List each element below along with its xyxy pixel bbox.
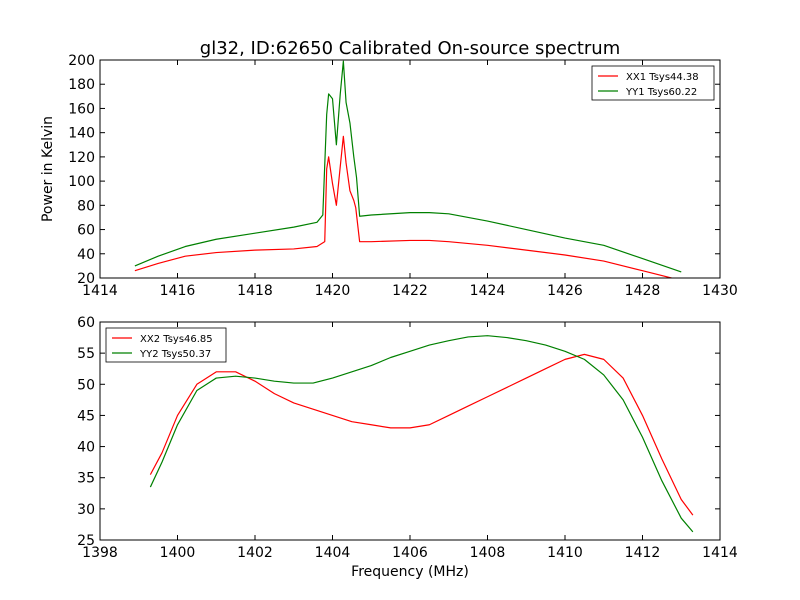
y-tick-label: 40 (77, 440, 95, 456)
x-tick-label: 1430 (702, 283, 738, 299)
y-tick-label: 20 (77, 271, 95, 287)
legend-label: XX2 Tsys46.85 (140, 334, 213, 345)
x-tick-label: 1412 (625, 545, 661, 561)
x-tick-label: 1426 (547, 283, 583, 299)
y-tick-label: 60 (77, 315, 95, 331)
legend-label: YY2 Tsys50.37 (139, 349, 211, 360)
legend-box (105, 327, 227, 363)
y-tick-label: 140 (68, 126, 95, 142)
legend: XX2 Tsys46.85 YY2 Tsys50.37 (105, 327, 227, 363)
series-line-2-2 (149, 335, 694, 533)
y-tick-label: 45 (77, 408, 95, 424)
y-tick-label: 80 (77, 198, 95, 214)
x-tick-label: 1414 (702, 545, 738, 561)
y-tick-label: 120 (68, 150, 95, 166)
y-tick-label: 200 (68, 53, 95, 69)
y-tick-label: 55 (77, 346, 95, 362)
x-tick-label: 1414 (82, 283, 118, 299)
chart-panel-2: 1398 1400 1402 1404 1406 1408 1410 1412 1414 25 30… (77, 315, 738, 580)
x-tick-label: 1402 (237, 545, 273, 561)
x-tick-label: 1400 (160, 545, 196, 561)
y-tick-label: 50 (77, 377, 95, 393)
series-line-1-1 (134, 135, 675, 278)
y-axis-label: Power in Kelvin (40, 116, 56, 222)
x-tick-label: 1424 (470, 283, 506, 299)
x-tick-label: 1416 (160, 283, 196, 299)
y-tick-label: 60 (77, 223, 95, 239)
series-line-1-2 (134, 60, 682, 273)
y-tick-label: 35 (77, 471, 95, 487)
x-tick-label: 1408 (470, 545, 506, 561)
y-tick-label: 30 (77, 502, 95, 518)
x-tick-label: 1406 (392, 545, 428, 561)
series-line-2-1 (149, 353, 694, 516)
panels: 1414 1416 1418 1420 1422 1424 1426 1428 1430 20 40… (40, 53, 738, 580)
x-tick-label: 1428 (625, 283, 661, 299)
legend-label: YY1 Tsys60.22 (625, 87, 697, 98)
x-tick-label: 1398 (82, 545, 118, 561)
legend-box (591, 65, 715, 101)
y-tick-label: 180 (68, 77, 95, 93)
x-tick-label: 1418 (237, 283, 273, 299)
x-tick-label: 1404 (315, 545, 351, 561)
y-tick-label: 100 (68, 174, 95, 190)
chart-title: gl32, ID:62650 Calibrated On-source spec… (200, 38, 620, 59)
y-tick-label: 40 (77, 247, 95, 263)
y-tick-label: 160 (68, 101, 95, 117)
chart-panel-1: 1414 1416 1418 1420 1422 1424 1426 1428 1430 20 40… (40, 53, 738, 299)
x-axis-label: Frequency (MHz) (351, 564, 469, 580)
y-tick-label: 25 (77, 533, 95, 549)
x-tick-label: 1422 (392, 283, 428, 299)
x-tick-label: 1420 (315, 283, 351, 299)
legend-label: XX1 Tsys44.38 (626, 72, 699, 83)
legend: XX1 Tsys44.38 YY1 Tsys60.22 (591, 65, 715, 101)
x-tick-label: 1410 (547, 545, 583, 561)
